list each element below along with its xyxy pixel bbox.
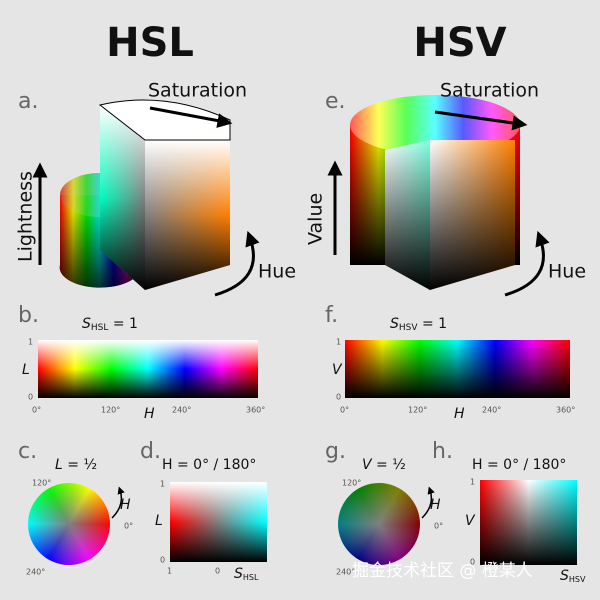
caption-eq: = 1 [108,316,138,332]
tick: 240° [26,568,45,577]
caption-sub: HSV [399,323,418,333]
axis-label: Value [305,193,327,245]
panel-label: e. [325,89,346,114]
axis-label: SHSV [560,568,586,584]
axis-label: L [22,362,30,378]
panel-label: g. [325,439,346,464]
axis-label: H [120,497,131,513]
tick: 0 [336,393,341,402]
caption-var: S [390,316,399,332]
panel-label: f. [325,303,338,328]
axis-label: H [144,406,155,422]
arrows [32,106,550,519]
tick: 1 [167,567,172,576]
tick: 360° [556,406,575,415]
tick: 0 [470,558,475,567]
axis-label: Saturation [148,80,247,102]
axis-var: S [234,566,243,582]
panel-label: d. [140,439,161,464]
hsl-wheel [28,483,110,565]
caption-sub: HSL [91,323,109,333]
tick: 1 [336,338,341,347]
hsl-cylinder [59,99,231,290]
axis-var: S [560,568,569,584]
panel-label: b. [18,303,39,328]
axis-sub: HSV [569,575,586,584]
tick: 120° [408,406,427,415]
tick: 1 [470,478,475,487]
tick: 1 [28,338,33,347]
caption: H = 0° / 180° [472,457,566,473]
caption-eq: = ½ [372,457,406,473]
hsv-square-shade [480,480,577,565]
axis-sub: HSL [243,573,259,582]
tick: 240° [482,406,501,415]
tick: 0° [434,522,443,531]
caption-var: S [82,316,91,332]
panel-label: c. [18,439,37,464]
hsl-strip-shade [38,340,258,398]
axis-label: Hue [548,261,586,283]
hsl-square-shade [170,482,267,562]
caption-var: V [362,457,373,473]
caption: H = 0° / 180° [162,457,256,473]
axis-label: SHSL [234,566,259,582]
tick: 120° [342,479,361,488]
hsv-strip-shade [345,340,570,398]
axis-label: H [454,406,465,422]
tick: 0 [28,393,33,402]
caption-var: L [55,457,63,473]
tick: 120° [101,406,120,415]
tick: 0° [340,406,349,415]
axis-label: V [332,362,343,378]
tick: 240° [336,568,355,577]
tick: 360° [246,406,265,415]
tick: 120° [32,479,51,488]
axis-label: Hue [258,261,296,283]
caption-eq: = 1 [418,316,448,332]
title: HSV [413,20,506,66]
axis-label: V [465,513,476,529]
tick: 1 [160,480,165,489]
caption: SHSV = 1 [390,316,447,333]
tick: 0 [160,556,165,565]
tick: 0 [215,567,220,576]
hsv-cylinder [350,95,520,290]
watermark: 掘金技术社区 @ 橙某人 [352,561,533,581]
caption-eq: = ½ [63,457,97,473]
hsv-wheel [338,483,420,565]
panel-label: a. [18,89,38,114]
title: HSL [106,20,194,66]
panel-label: h. [432,439,453,464]
axis-label: L [155,513,163,529]
axis-label: H [430,497,441,513]
caption: SHSL = 1 [82,316,138,333]
caption: L = ½ [55,457,97,473]
axis-label: Saturation [440,80,539,102]
tick: 240° [172,406,191,415]
caption: V = ½ [362,457,406,473]
axis-label: Lightness [15,171,37,262]
tick: 0° [32,406,41,415]
tick: 0° [124,522,133,531]
